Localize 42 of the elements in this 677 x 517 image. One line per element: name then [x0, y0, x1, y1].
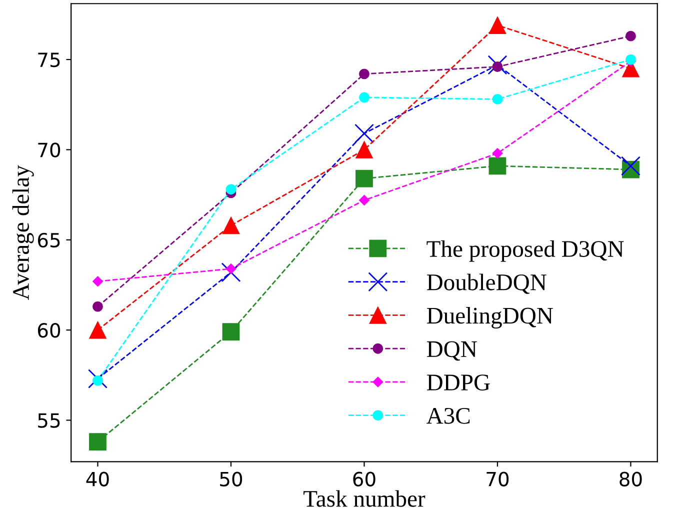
legend-label: The proposed D3QN	[426, 240, 624, 262]
point	[488, 55, 508, 75]
point	[492, 94, 503, 104]
point	[354, 124, 374, 144]
legend-label: DDPG	[426, 374, 490, 390]
x-tick-label: 70	[486, 472, 509, 486]
x-axis-title: Task number	[304, 490, 426, 507]
y-tick-label: 75	[38, 52, 60, 68]
point	[359, 68, 370, 80]
legend-label: DQN	[426, 341, 477, 361]
point	[222, 216, 240, 234]
x-tick-label: 60	[353, 472, 376, 486]
legend-label: A3C	[426, 408, 470, 424]
point	[359, 92, 370, 103]
point	[222, 323, 240, 341]
point	[488, 16, 506, 34]
point	[226, 263, 236, 274]
legend-label: DoubleDQN	[426, 274, 546, 294]
x-tick-label: 80	[620, 472, 642, 486]
point	[492, 62, 503, 72]
y-tick-label: 55	[38, 413, 60, 428]
y-axis-title: Average delay	[12, 165, 34, 300]
point	[620, 156, 640, 176]
point	[492, 148, 503, 159]
point	[358, 194, 370, 206]
point	[92, 301, 103, 312]
point	[221, 262, 241, 282]
point	[92, 276, 103, 287]
point	[89, 321, 106, 339]
y-tick-label: 60	[38, 322, 60, 338]
point	[356, 170, 373, 188]
x-tick-label: 40	[86, 472, 109, 486]
point	[626, 30, 636, 42]
y-tick-label: 65	[38, 232, 60, 248]
legend-label: DuelingDQN	[426, 307, 553, 329]
point	[92, 375, 103, 386]
x-tick-label: 50	[220, 472, 242, 486]
point	[226, 184, 236, 195]
point	[89, 433, 106, 451]
point	[488, 157, 506, 175]
y-tick-label: 70	[38, 142, 60, 158]
point	[356, 141, 373, 158]
